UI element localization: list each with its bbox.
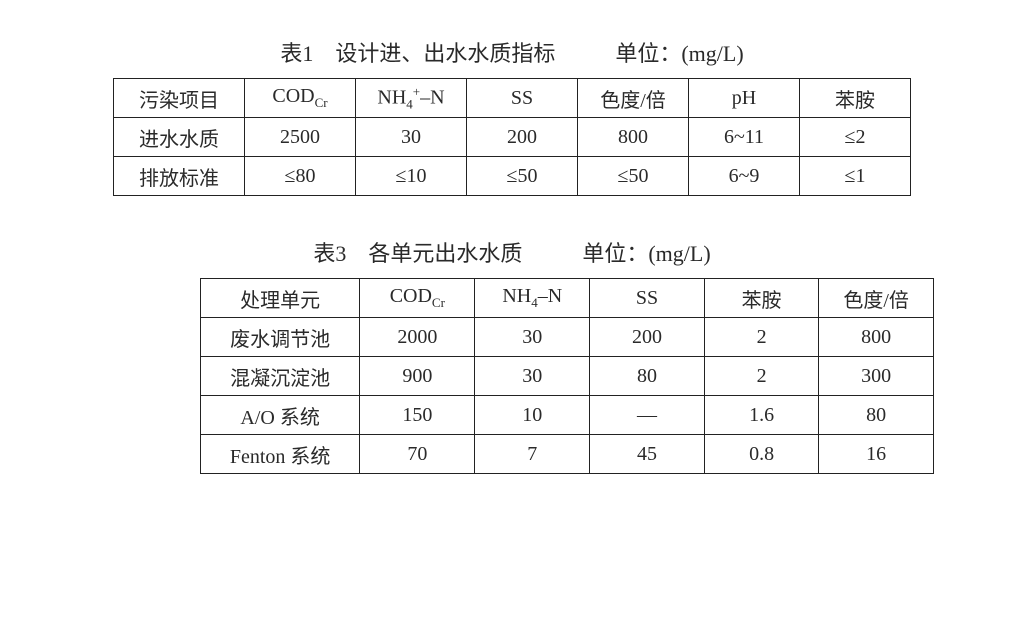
table1-cell: ≤10 <box>356 157 467 196</box>
table3-header-cell: CODCr <box>360 279 475 318</box>
table1-rowlabel: 排放标准 <box>114 157 245 196</box>
table1-cell: 30 <box>356 118 467 157</box>
table1-header-cell: pH <box>689 79 800 118</box>
table1-header-cell: 污染项目 <box>114 79 245 118</box>
table3-cell: 10 <box>475 396 590 435</box>
table3-caption: 表3 各单元出水水质 <box>313 236 522 268</box>
table3-rowlabel: 废水调节池 <box>201 318 360 357</box>
table1-caption: 表1 设计进、出水水质指标 <box>280 36 555 68</box>
table3-cell: 16 <box>819 435 934 474</box>
table3-header-row: 处理单元 CODCr NH4–N SS 苯胺 色度/倍 <box>201 279 934 318</box>
table3-cell: 200 <box>590 318 705 357</box>
table1-cell: ≤1 <box>800 157 911 196</box>
table1-header-cell: NH4+–N <box>356 79 467 118</box>
table3-rowlabel: A/O 系统 <box>201 396 360 435</box>
table1-header-cell: CODCr <box>245 79 356 118</box>
table1-cell: 2500 <box>245 118 356 157</box>
table1-cell: ≤50 <box>467 157 578 196</box>
table3-cell: 2 <box>704 357 819 396</box>
table1-cell: ≤50 <box>578 157 689 196</box>
table3-header-cell: 处理单元 <box>201 279 360 318</box>
table3-rowlabel: Fenton 系统 <box>201 435 360 474</box>
table3-header-cell: NH4–N <box>475 279 590 318</box>
table3-cell: 45 <box>590 435 705 474</box>
table1-header-cell: SS <box>467 79 578 118</box>
table3-cell: 80 <box>590 357 705 396</box>
table1-cell: 200 <box>467 118 578 157</box>
table3-cell: 80 <box>819 396 934 435</box>
table3-rowlabel: 混凝沉淀池 <box>201 357 360 396</box>
table3-cell: 2 <box>704 318 819 357</box>
table1-header-cell: 色度/倍 <box>578 79 689 118</box>
table1-cell: 6~11 <box>689 118 800 157</box>
table3-cell: 7 <box>475 435 590 474</box>
table3-cell: 800 <box>819 318 934 357</box>
table3-cell: 150 <box>360 396 475 435</box>
table3-row: 废水调节池 2000 30 200 2 800 <box>201 318 934 357</box>
table1-row: 排放标准 ≤80 ≤10 ≤50 ≤50 6~9 ≤1 <box>114 157 911 196</box>
table1-header-cell: 苯胺 <box>800 79 911 118</box>
table3-cell: 30 <box>475 357 590 396</box>
table3-unit: 单位：(mg/L) <box>582 236 710 268</box>
table3-cell: 70 <box>360 435 475 474</box>
table3: 处理单元 CODCr NH4–N SS 苯胺 色度/倍 废水调节池 2000 3… <box>200 278 934 474</box>
table1-unit: 单位：(mg/L) <box>615 36 743 68</box>
page: 表1 设计进、出水水质指标 单位：(mg/L) 污染项目 CODCr NH4+–… <box>0 0 1024 504</box>
table1-header-row: 污染项目 CODCr NH4+–N SS 色度/倍 pH 苯胺 <box>114 79 911 118</box>
table3-header-cell: 色度/倍 <box>819 279 934 318</box>
table3-row: 混凝沉淀池 900 30 80 2 300 <box>201 357 934 396</box>
table1-cell: 800 <box>578 118 689 157</box>
table1-cell: ≤80 <box>245 157 356 196</box>
table1-rowlabel: 进水水质 <box>114 118 245 157</box>
table1-cell: 6~9 <box>689 157 800 196</box>
table3-row: Fenton 系统 70 7 45 0.8 16 <box>201 435 934 474</box>
table1-caption-row: 表1 设计进、出水水质指标 单位：(mg/L) <box>90 36 934 68</box>
table1-row: 进水水质 2500 30 200 800 6~11 ≤2 <box>114 118 911 157</box>
table3-cell: 1.6 <box>704 396 819 435</box>
table3-cell: 300 <box>819 357 934 396</box>
table3-header-cell: 苯胺 <box>704 279 819 318</box>
table3-cell: –– <box>590 396 705 435</box>
table3-cell: 0.8 <box>704 435 819 474</box>
table3-cell: 30 <box>475 318 590 357</box>
table3-caption-row: 表3 各单元出水水质 单位：(mg/L) <box>90 236 934 268</box>
table3-row: A/O 系统 150 10 –– 1.6 80 <box>201 396 934 435</box>
table3-cell: 2000 <box>360 318 475 357</box>
table1: 污染项目 CODCr NH4+–N SS 色度/倍 pH 苯胺 进水水质 250… <box>113 78 911 196</box>
table3-cell: 900 <box>360 357 475 396</box>
table3-header-cell: SS <box>590 279 705 318</box>
table1-cell: ≤2 <box>800 118 911 157</box>
